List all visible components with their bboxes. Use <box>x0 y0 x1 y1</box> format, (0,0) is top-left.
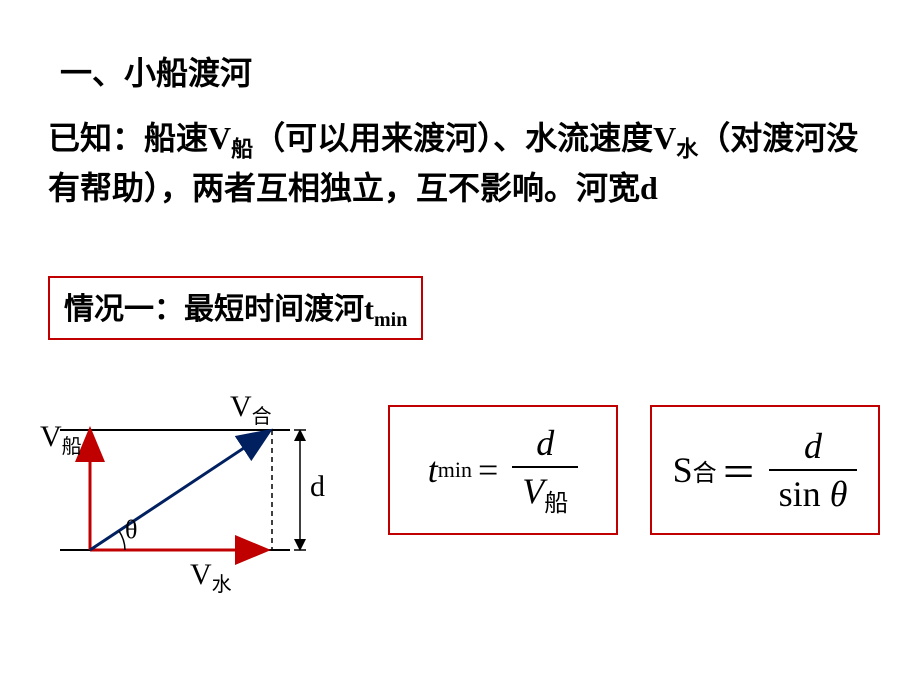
f2-den: sin θ <box>769 469 858 515</box>
f1-frac: d V船 <box>512 422 578 518</box>
label-theta: θ <box>125 515 137 545</box>
para-pre: 已知：船速V <box>48 120 231 156</box>
label-d: d <box>310 470 325 504</box>
f1-eq: = <box>478 449 498 491</box>
label-v-water: V水 <box>190 558 232 597</box>
v-water-var: V <box>190 558 212 591</box>
f2-den-fn: sin <box>779 474 821 514</box>
case1-text: 情况一：最短时间渡河t <box>64 293 374 326</box>
v-water-sub: 水 <box>212 574 232 596</box>
f2-num: d <box>794 425 832 469</box>
v-result-sub: 合 <box>252 406 272 428</box>
f2-frac: d sin θ <box>769 425 858 515</box>
v-boat-sub: 船 <box>62 436 82 458</box>
case1-box: 情况一：最短时间渡河tmin <box>48 276 423 340</box>
v-boat-var: V <box>40 420 62 453</box>
f1-sub: min <box>438 457 472 483</box>
v-result-var: V <box>230 390 252 423</box>
f2-den-arg: θ <box>830 474 848 514</box>
para-sub2: 水 <box>676 136 698 161</box>
case1-sub: min <box>374 309 407 331</box>
f1-den-sub: 船 <box>544 491 568 517</box>
f1-num: d <box>526 422 564 466</box>
intro-paragraph: 已知：船速V船（可以用来渡河）、水流速度V水（对渡河没有帮助），两者互相独立，互… <box>48 115 868 212</box>
label-v-boat: V船 <box>40 420 82 459</box>
f2-lhs: S合 <box>673 449 717 491</box>
f1-var: t <box>428 449 438 491</box>
section-title: 一、小船渡河 <box>60 48 252 94</box>
formula-s: S合 ＝ d sin θ <box>650 405 880 535</box>
formula-tmin: tmin = d V船 <box>388 405 618 535</box>
para-mid1: （可以用来渡河）、水流速度V <box>253 120 676 156</box>
f2-sub: 合 <box>693 453 717 488</box>
f2-eq: ＝ <box>721 444 757 496</box>
f2-var: S <box>673 449 693 491</box>
vector-diagram: V船 V合 V水 d θ <box>50 400 350 620</box>
f1-den: V船 <box>512 466 578 518</box>
para-sub1: 船 <box>231 136 253 161</box>
label-v-result: V合 <box>230 390 272 429</box>
f1-lhs: tmin <box>428 449 472 491</box>
f1-den-var: V <box>522 471 544 511</box>
